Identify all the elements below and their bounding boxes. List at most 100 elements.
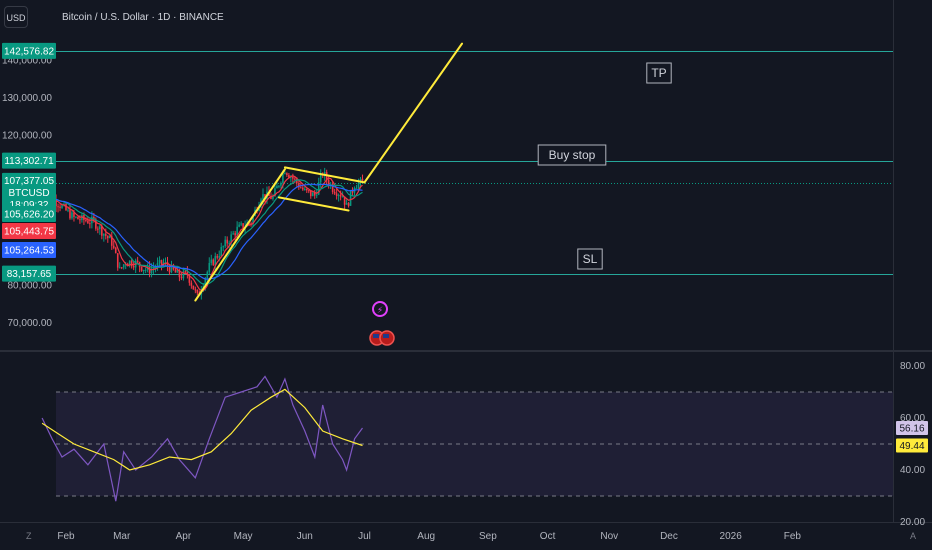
candle-body [158,260,161,264]
candle-body [361,178,364,182]
candle-body [224,239,226,247]
ma-tag-text: 105,443.75 [4,227,54,238]
ma-tag-text: 105,264.53 [4,246,54,257]
candle-body [126,263,129,266]
candle-body [333,191,336,194]
impulse-leg-line [194,168,286,302]
candle-body [114,247,117,254]
flag-canton [383,334,389,338]
candle-body [174,269,177,273]
rsi-tick-label: 40.00 [900,465,925,476]
level-tag-tp-text: 142,576.82 [4,46,54,57]
x-tick-label: Nov [600,531,618,542]
candle-body [339,194,342,197]
level-tag-buy-stop-bg [2,152,56,169]
ma-tag-text: 105,626.20 [4,210,54,221]
buy-stop-label-text: Buy stop [549,148,596,162]
ma-tag: 105,264.53 [2,242,56,258]
candle-body [97,228,99,230]
timezone-glyph[interactable]: Z [26,531,32,541]
flag-canton [373,334,379,338]
candle-body [218,256,221,258]
currency-button[interactable]: USD [4,6,28,28]
lightning-glyph: ⚡ [377,305,383,315]
candle-body [226,239,228,244]
candle-body [349,190,352,206]
x-tick-label: Mar [113,531,131,542]
candle-body [116,253,119,268]
candle-body [81,215,83,220]
candle-body [144,269,147,271]
candle-body [302,187,304,190]
candle-body [186,271,189,276]
x-tick-label: Oct [540,531,556,542]
candle-body [164,262,167,264]
candle-body [345,203,348,205]
rsi-line [41,375,363,502]
flag-lower-line [277,196,350,212]
auto-scale-glyph[interactable]: A [910,531,917,541]
x-tick-label: Feb [57,531,75,542]
candle-body [136,260,139,263]
candle-body [69,209,71,219]
price-tick-label: 70,000.00 [8,318,53,329]
candle-body [156,263,159,268]
level-tag-sl-text: 83,157.65 [7,269,52,280]
candle-body [75,216,77,218]
price-tick-label: 140,000.00 [2,56,52,67]
ma-tag-bg [2,206,56,222]
candle-body [59,206,61,208]
candle-body [89,223,91,225]
candle-body [166,262,169,267]
rsi-ma-line [41,388,363,471]
sl-label-text: SL [583,252,598,266]
price-tick-label: 130,000.00 [2,93,52,104]
candle-body [307,190,310,192]
sl-label-box [577,248,603,270]
candle-body [232,233,234,235]
candle-body [305,189,308,191]
candle-body [234,233,236,236]
buy-stop-label-box [537,144,607,166]
candle-body [331,184,334,192]
candle-body [190,282,193,286]
x-tick-label: Apr [176,531,192,542]
candle-body [280,182,282,186]
candle-body [214,256,217,266]
candle-body [216,256,219,258]
price-tick-label: 80,000.00 [8,281,53,292]
projection-line [363,42,464,184]
x-tick-label: Sep [479,531,497,542]
candle-body [343,196,346,205]
candle-body [240,223,242,225]
candle-body [282,173,284,183]
candle-body [73,212,75,217]
level-tag-sl: 83,157.65 [2,265,56,282]
candle-body [252,215,254,224]
rsi-value-tag-bg [896,420,928,435]
candle-body [99,226,101,230]
flag-upper-line [283,166,366,184]
candle-body [242,223,244,229]
candle-body [150,268,153,274]
candle-body [142,269,145,271]
candle-body [250,223,252,225]
candle-body [238,224,240,227]
candle-body [317,182,320,195]
rsi-value-tag: 56.16 [896,420,928,435]
candle-body [152,268,155,270]
rsi-ma-value-tag-text: 49.44 [899,441,924,452]
candle-body [57,206,59,208]
ma-tag-bg [2,223,56,239]
candle-body [85,219,87,221]
x-tick-label: Dec [660,531,678,542]
candle-body [335,193,338,196]
candle-body [323,172,326,176]
candle-body [341,196,344,198]
candle-body [194,289,197,291]
candle-body [296,178,298,184]
x-tick-label: Jul [358,531,371,542]
candle-body [347,203,350,206]
